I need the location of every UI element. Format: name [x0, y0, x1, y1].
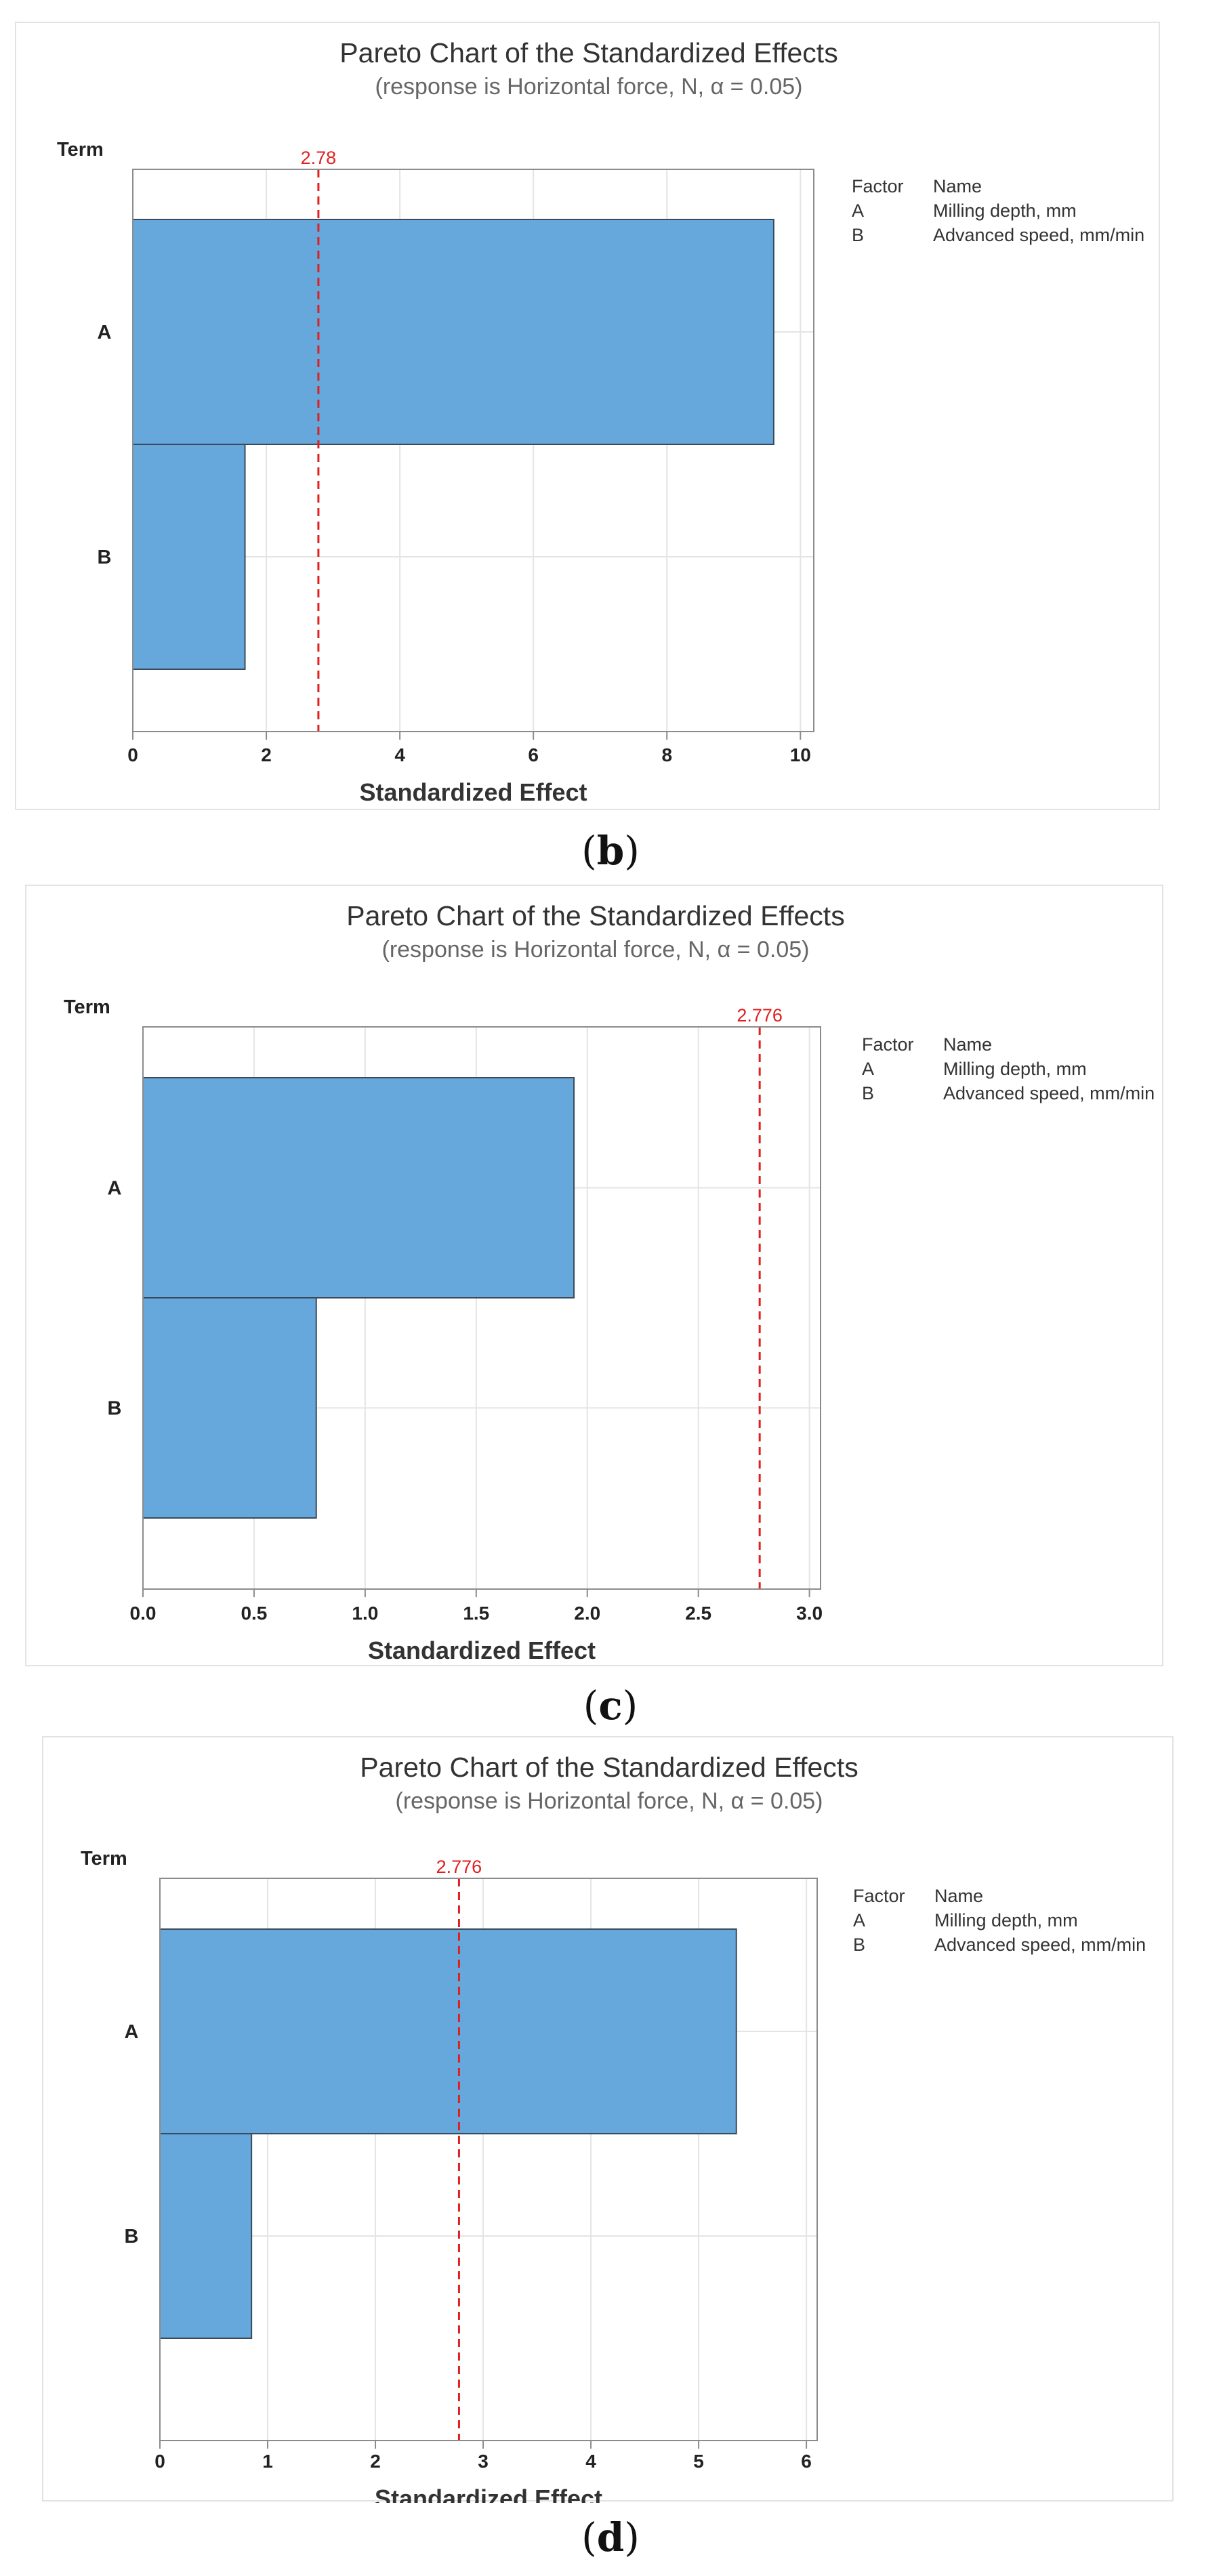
x-tick-label: 10: [790, 744, 811, 765]
x-tick-label: 6: [801, 2451, 812, 2472]
chart-subtitle: (response is Horizontal force, N, α = 0.…: [396, 1788, 823, 1814]
legend-factor-a: A: [862, 1059, 874, 1079]
legend-header-factor: Factor: [852, 176, 904, 196]
x-tick-label: 1.0: [352, 1603, 378, 1624]
category-label-a: A: [108, 1178, 122, 1200]
x-tick-label: 6: [528, 744, 539, 765]
legend-name-a: Milling depth, mm: [943, 1059, 1087, 1079]
legend-header-name: Name: [934, 1886, 983, 1906]
legend-name-b: Advanced speed, mm/min: [933, 225, 1144, 245]
critical-value-label: 2.776: [737, 1005, 783, 1026]
x-tick-label: 1.5: [463, 1603, 489, 1624]
bar-a: [159, 1928, 737, 2134]
category-label-b: B: [125, 2226, 139, 2247]
bar-b: [132, 444, 246, 670]
plot-frame: [132, 169, 814, 732]
x-tick-label: 2.5: [685, 1603, 711, 1624]
x-axis-label: Standardized Effect: [359, 778, 587, 806]
legend-header-name: Name: [933, 176, 982, 196]
x-tick-label: 1: [262, 2451, 273, 2472]
legend-factor-a: A: [852, 200, 864, 221]
x-tick-label: 0.5: [241, 1603, 267, 1624]
chart-title: Pareto Chart of the Standardized Effects: [346, 900, 844, 931]
x-tick-label: 0: [127, 744, 138, 765]
y-axis-label: Term: [81, 1848, 127, 1870]
category-label-a: A: [98, 322, 112, 343]
legend-factor-a: A: [853, 1910, 865, 1930]
bar-b: [159, 2133, 253, 2339]
chart-subtitle: (response is Horizontal force, N, α = 0.…: [375, 74, 803, 100]
plot-frame: [159, 1878, 818, 2441]
legend-header-name: Name: [943, 1034, 992, 1055]
y-axis-label: Term: [64, 996, 110, 1018]
chart-panel-c: Pareto Chart of the Standardized Effects…: [25, 885, 1163, 1666]
critical-value-label: 2.776: [436, 1857, 482, 1877]
legend-name-b: Advanced speed, mm/min: [934, 1935, 1146, 1955]
chart-b-svg: Pareto Chart of the Standardized Effects…: [57, 37, 1144, 806]
chart-c-svg: Pareto Chart of the Standardized Effects…: [64, 900, 1155, 1664]
y-axis-label: Term: [57, 139, 104, 161]
legend-name-a: Milling depth, mm: [933, 200, 1077, 221]
critical-value-label: 2.78: [301, 148, 337, 168]
chart-d-svg: Pareto Chart of the Standardized Effects…: [81, 1752, 1146, 2503]
legend-header-factor: Factor: [862, 1034, 914, 1055]
chart-title: Pareto Chart of the Standardized Effects: [339, 37, 837, 68]
chart-title: Pareto Chart of the Standardized Effects: [360, 1752, 858, 1783]
panel-label-d: (d): [581, 2514, 640, 2560]
panel-label-b: (b): [581, 828, 640, 874]
bar-a: [132, 219, 774, 445]
chart-subtitle: (response is Horizontal force, N, α = 0.…: [382, 937, 810, 963]
x-tick-label: 4: [394, 744, 405, 765]
x-tick-label: 0: [154, 2451, 165, 2472]
bar-a: [142, 1077, 575, 1298]
legend-factor-b: B: [852, 225, 864, 245]
plot-frame: [142, 1026, 821, 1590]
x-axis-label: Standardized Effect: [368, 1637, 596, 1664]
panel-label-c: (c): [583, 1683, 638, 1729]
x-tick-label: 2.0: [574, 1603, 600, 1624]
chart-panel-d: Pareto Chart of the Standardized Effects…: [42, 1736, 1174, 2503]
bar-b: [142, 1297, 317, 1519]
x-tick-label: 4: [585, 2451, 596, 2472]
chart-d-content: Pareto Chart of the Standardized Effects…: [81, 1752, 1146, 2503]
x-tick-label: 2: [261, 744, 272, 765]
chart-panel-b: Pareto Chart of the Standardized Effects…: [15, 22, 1160, 810]
x-tick-label: 0.0: [130, 1603, 157, 1624]
category-label-b: B: [98, 547, 112, 568]
legend-name-a: Milling depth, mm: [934, 1910, 1078, 1930]
legend-name-b: Advanced speed, mm/min: [943, 1083, 1155, 1103]
x-tick-label: 3.0: [796, 1603, 823, 1624]
legend-factor-b: B: [853, 1935, 865, 1955]
x-axis-label: Standardized Effect: [375, 2485, 602, 2503]
category-label-b: B: [108, 1398, 122, 1420]
category-label-a: A: [125, 2021, 139, 2043]
chart-b-content: Pareto Chart of the Standardized Effects…: [57, 37, 1144, 806]
x-tick-label: 8: [661, 744, 672, 765]
x-tick-label: 5: [693, 2451, 704, 2472]
x-tick-label: 2: [370, 2451, 381, 2472]
legend-header-factor: Factor: [853, 1886, 905, 1906]
x-tick-label: 3: [478, 2451, 489, 2472]
legend-factor-b: B: [862, 1083, 874, 1103]
chart-c-content: Pareto Chart of the Standardized Effects…: [64, 900, 1155, 1664]
